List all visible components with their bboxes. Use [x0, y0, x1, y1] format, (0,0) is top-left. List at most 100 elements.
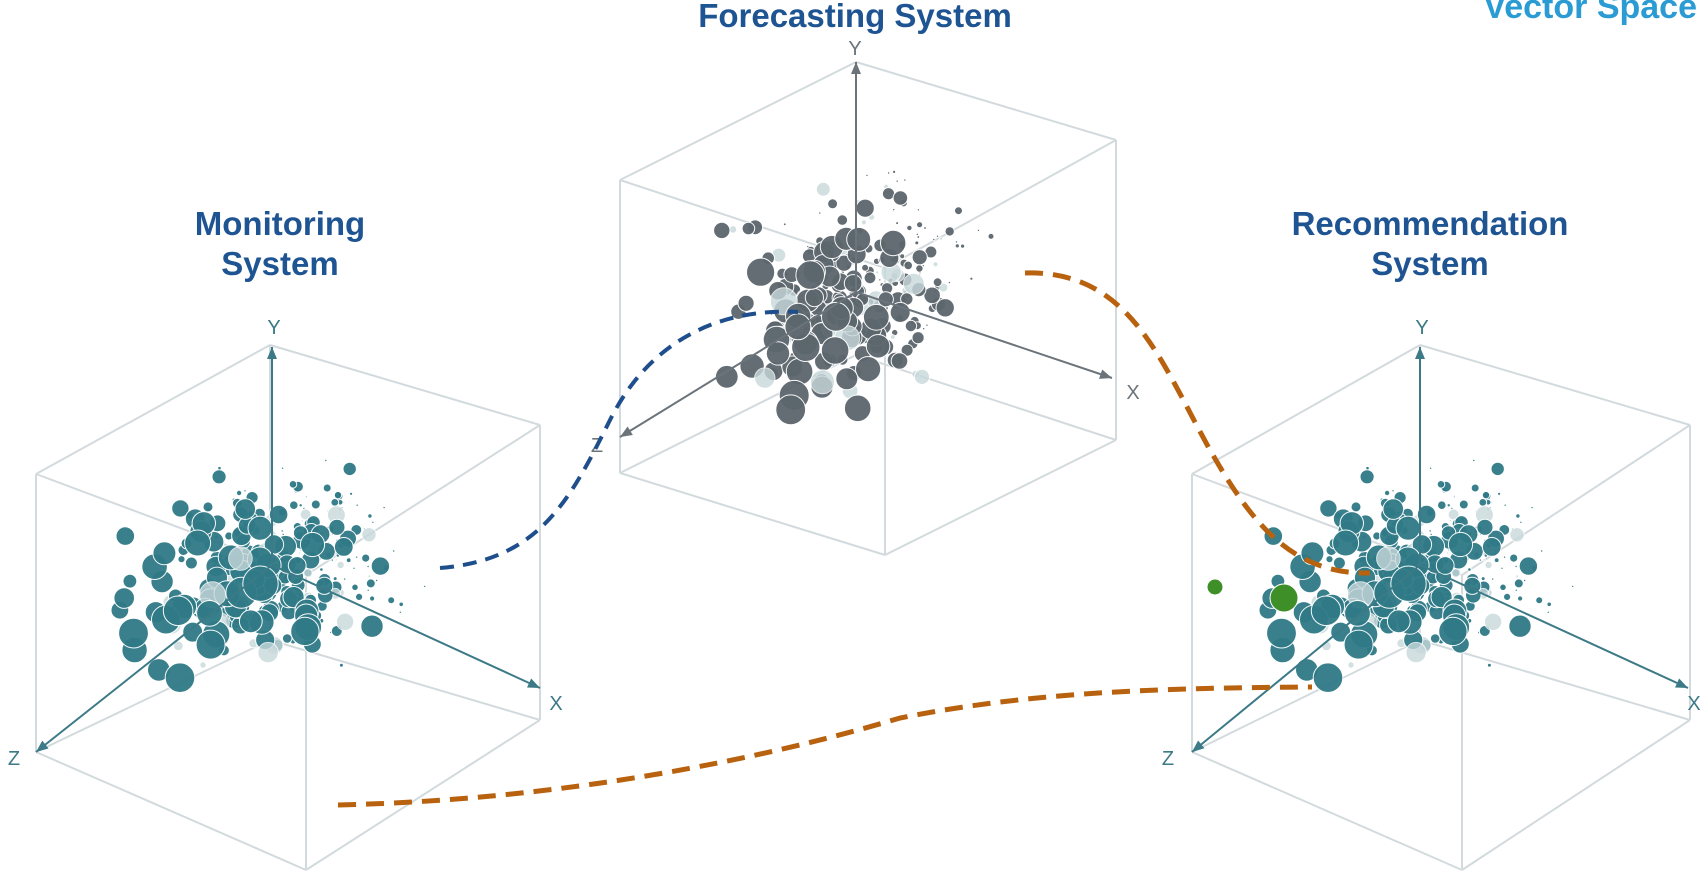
- data-point: [810, 369, 835, 395]
- data-point: [184, 556, 198, 570]
- data-point: [860, 219, 868, 226]
- data-point: [1513, 578, 1524, 589]
- data-point: [1312, 662, 1344, 694]
- data-point: [889, 334, 896, 340]
- data-point: [865, 334, 891, 359]
- data-point: [1546, 610, 1551, 614]
- data-point: [1503, 503, 1507, 507]
- data-point: [1452, 495, 1457, 499]
- data-point: [914, 240, 920, 246]
- data-point: [1484, 560, 1493, 570]
- page-title: Vector Space: [1483, 0, 1697, 26]
- data-point: [369, 595, 376, 602]
- data-point: [1478, 498, 1488, 507]
- data-point: [366, 588, 370, 592]
- data-point: [184, 529, 212, 557]
- x-axis-label: X: [1126, 382, 1139, 404]
- data-point: [288, 480, 298, 489]
- data-point: [352, 566, 356, 570]
- data-point: [923, 226, 927, 230]
- data-point: [343, 577, 347, 581]
- data-point: [911, 249, 928, 266]
- cube-edge: [1419, 344, 1691, 426]
- data-point: [1332, 556, 1346, 570]
- data-point: [238, 609, 263, 634]
- data-point: [1359, 469, 1375, 485]
- data-point: [1428, 529, 1432, 533]
- z-axis-head: [36, 740, 49, 752]
- data-point: [287, 556, 307, 575]
- data-point: [1383, 489, 1391, 497]
- data-point: [398, 610, 402, 614]
- data-point: [1436, 480, 1446, 489]
- data-point: [820, 336, 850, 365]
- data-point: [387, 596, 396, 605]
- data-point: [1523, 578, 1527, 583]
- data-point: [173, 640, 184, 652]
- data-point: [916, 221, 924, 229]
- y-axis-head: [267, 347, 277, 359]
- data-point: [1429, 633, 1441, 644]
- y-axis-head: [851, 62, 861, 74]
- cube-edge: [35, 751, 307, 871]
- data-point: [878, 278, 882, 282]
- data-point: [895, 179, 899, 183]
- data-point: [171, 499, 190, 518]
- data-point: [392, 549, 396, 553]
- data-point: [330, 558, 334, 562]
- data-point: [1514, 564, 1518, 569]
- data-point: [863, 271, 877, 285]
- x-axis-head: [1099, 369, 1112, 379]
- data-point: [371, 520, 375, 524]
- data-point: [976, 228, 981, 233]
- data-point: [862, 303, 890, 331]
- data-point: [322, 483, 332, 493]
- data-point: [1319, 499, 1338, 518]
- data-point: [1343, 629, 1374, 660]
- data-point: [1310, 595, 1342, 627]
- data-point: [211, 469, 227, 485]
- data-point: [1499, 583, 1507, 592]
- data-point: [268, 504, 289, 525]
- data-point: [932, 237, 936, 242]
- data-point: [836, 214, 849, 226]
- data-point: [1500, 566, 1504, 570]
- data-point: [1497, 491, 1502, 496]
- data-point: [1519, 520, 1523, 524]
- data-point: [370, 556, 391, 576]
- data-point: [1482, 558, 1486, 562]
- y-axis-label: Y: [267, 317, 280, 339]
- data-point: [1416, 504, 1437, 525]
- x-axis-label: X: [549, 693, 562, 715]
- data-point: [804, 288, 825, 308]
- data-point: [1438, 616, 1468, 647]
- data-point: [299, 531, 326, 558]
- data-point: [382, 505, 386, 510]
- data-point: [367, 574, 372, 579]
- data-point: [935, 298, 955, 318]
- cube-edge: [305, 719, 541, 871]
- data-point: [1546, 601, 1552, 608]
- data-point: [122, 573, 138, 589]
- forecasting-axes: XYZ: [591, 38, 1140, 457]
- data-point: [349, 491, 354, 496]
- data-point: [1540, 549, 1544, 553]
- cube-edge: [884, 439, 1117, 556]
- data-point: [297, 551, 302, 555]
- cube-edge: [855, 61, 1117, 141]
- data-point: [360, 614, 384, 638]
- data-point: [1491, 577, 1495, 581]
- data-point: [289, 500, 299, 511]
- data-point: [1325, 555, 1334, 564]
- data-point: [319, 567, 324, 572]
- data-point: [782, 222, 787, 227]
- data-point: [903, 178, 907, 182]
- cube-edge: [1191, 639, 1421, 753]
- data-point: [954, 240, 959, 244]
- data-point: [795, 260, 826, 290]
- data-point: [115, 526, 136, 546]
- data-point: [855, 356, 882, 383]
- data-point: [310, 499, 321, 510]
- data-point: [1458, 499, 1469, 510]
- monitoring-cube: X Y Z: [8, 317, 563, 871]
